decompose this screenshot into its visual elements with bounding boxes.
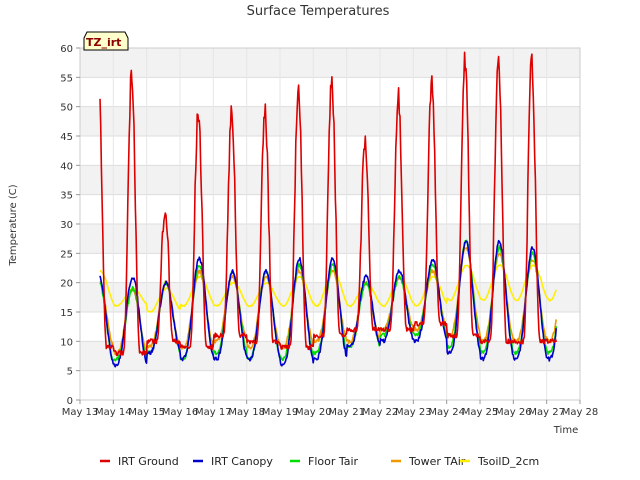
x-tick-label: May 17 <box>195 407 232 418</box>
x-tick-label: May 14 <box>95 407 132 418</box>
y-tick-label: 0 <box>67 396 73 407</box>
x-tick-label: May 15 <box>128 407 165 418</box>
legend-label: Tower TAir <box>408 455 466 468</box>
y-tick-label: 55 <box>60 73 73 84</box>
legend-label: IRT Ground <box>118 455 179 468</box>
x-tick-label: May 18 <box>228 407 265 418</box>
x-tick-label: May 24 <box>428 407 465 418</box>
chart-title: Surface Temperatures <box>247 4 390 19</box>
legend-label: IRT Canopy <box>211 455 273 468</box>
y-axis-label: Temperature (C) <box>8 184 19 266</box>
x-tick-label: May 23 <box>395 407 432 418</box>
y-tick-label: 50 <box>60 103 73 114</box>
y-tick-label: 35 <box>60 191 73 202</box>
y-tick-label: 10 <box>60 337 73 348</box>
x-tick-label: May 16 <box>162 407 199 418</box>
plot-band <box>80 370 580 400</box>
legend-label: Floor Tair <box>308 455 359 468</box>
x-tick-label: May 28 <box>562 407 599 418</box>
plot-band <box>80 341 580 371</box>
site-tag: TZ_irt <box>83 31 129 51</box>
y-tick-label: 5 <box>67 367 73 378</box>
x-tick-label: May 27 <box>528 407 565 418</box>
plot-band <box>80 312 580 342</box>
legend-label: TsoilD_2cm <box>477 455 539 468</box>
legend: IRT Ground IRT Canopy Floor Tair Tower TAir… <box>100 455 539 468</box>
x-axis-label: Time <box>553 425 578 436</box>
x-tick-label: May 25 <box>462 407 499 418</box>
site-tag-shape <box>83 31 129 51</box>
plot-band <box>80 165 580 195</box>
y-tick-label: 25 <box>60 249 73 260</box>
y-tick-label: 15 <box>60 308 73 319</box>
y-axis-ticks: 0 5 10 15 20 25 30 35 40 45 50 55 60 <box>60 44 80 407</box>
series-line-irt-ground <box>99 51 557 357</box>
plot-band <box>80 194 580 224</box>
plot-band <box>80 136 580 166</box>
y-tick-label: 45 <box>60 132 73 143</box>
y-tick-label: 30 <box>60 220 73 231</box>
x-tick-label: May 26 <box>495 407 532 418</box>
series-layer <box>99 51 557 368</box>
plot-band <box>80 48 580 78</box>
y-tick-label: 40 <box>60 161 73 172</box>
x-tick-label: May 22 <box>362 407 399 418</box>
y-tick-label: 20 <box>60 279 73 290</box>
series-line-irt-canopy <box>99 239 557 368</box>
x-tick-label: May 19 <box>262 407 299 418</box>
x-tick-label: May 21 <box>328 407 365 418</box>
y-tick-label: 60 <box>60 44 73 55</box>
site-tag-label: TZ_irt <box>86 36 121 49</box>
plot-band <box>80 224 580 254</box>
x-tick-label: May 13 <box>62 407 99 418</box>
x-tick-label: May 20 <box>295 407 332 418</box>
